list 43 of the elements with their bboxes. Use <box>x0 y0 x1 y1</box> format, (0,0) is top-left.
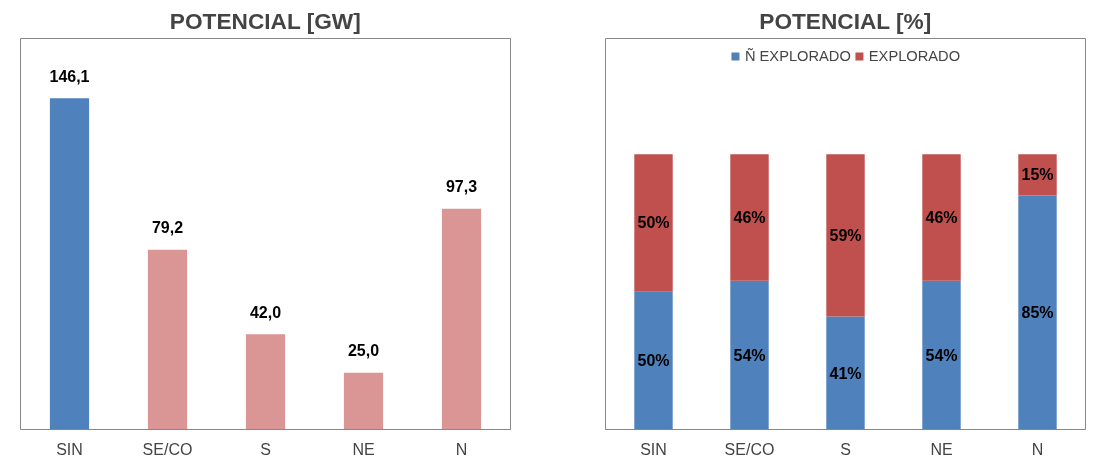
data-label: 25,0 <box>347 342 380 360</box>
x-tick-label: NE <box>352 440 375 458</box>
bar <box>1018 195 1057 430</box>
x-tick-label: NE <box>930 440 953 458</box>
bar <box>826 316 865 430</box>
bar <box>634 291 673 430</box>
data-label: 50% <box>637 352 670 370</box>
data-label: 85% <box>1021 303 1054 321</box>
bar <box>922 280 961 430</box>
bar <box>826 154 865 317</box>
x-tick-label: N <box>1031 440 1044 458</box>
bar <box>634 154 673 292</box>
bar <box>730 280 769 430</box>
x-tick-label: SIN <box>56 440 83 458</box>
x-tick-label: SE/CO <box>724 440 775 458</box>
data-label: 50% <box>637 214 670 232</box>
data-label: 42,0 <box>249 303 282 321</box>
chart-title: POTENCIAL [%] <box>759 7 932 34</box>
data-label: 46% <box>733 208 766 226</box>
bar <box>441 208 482 430</box>
x-tick-label: SE/CO <box>142 440 193 458</box>
bar <box>922 154 961 281</box>
data-label: 54% <box>925 346 958 364</box>
bar <box>730 154 769 281</box>
data-label: 54% <box>733 346 766 364</box>
legend-label: EXPLORADO <box>868 48 961 64</box>
x-tick-label: S <box>260 440 271 458</box>
bar <box>343 372 384 430</box>
bar <box>147 249 188 430</box>
bar <box>49 98 90 430</box>
data-label: 46% <box>925 208 958 226</box>
x-tick-label: S <box>840 440 851 458</box>
x-tick-label: N <box>455 440 468 458</box>
legend-label: Ñ EXPLORADO <box>744 48 851 64</box>
data-label: 97,3 <box>445 178 478 196</box>
x-tick-label: SIN <box>640 440 667 458</box>
data-label: 79,2 <box>151 219 184 237</box>
data-label: 15% <box>1021 166 1054 184</box>
data-label: 146,1 <box>49 67 90 85</box>
data-label: 59% <box>829 226 862 244</box>
bar <box>245 334 286 430</box>
chart-title: POTENCIAL [GW] <box>169 7 361 34</box>
data-label: 41% <box>829 364 862 382</box>
